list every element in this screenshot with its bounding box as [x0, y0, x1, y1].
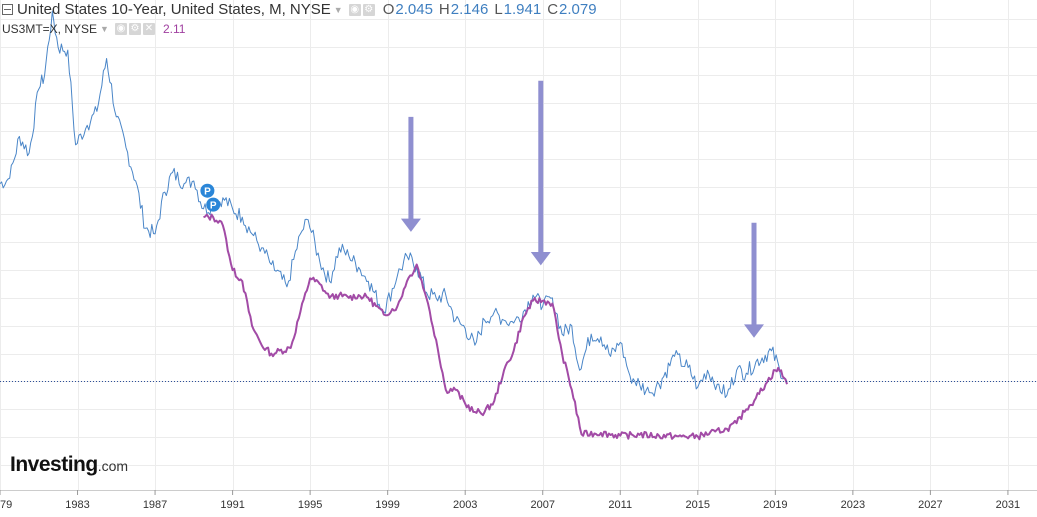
investing-logo: Investing.com: [10, 453, 128, 477]
settings-icon[interactable]: ⚙: [128, 23, 141, 35]
series-layer: [0, 10, 788, 441]
down-arrow-head: [400, 218, 421, 232]
marker-dot: [200, 183, 215, 198]
chevron-down-icon[interactable]: ▼: [333, 4, 343, 15]
series-line-us10y: [0, 10, 788, 398]
x-tick-label: 2015: [686, 499, 710, 511]
x-tick-label: 1987: [143, 499, 167, 511]
x-tick-label: 2023: [841, 499, 865, 511]
series-line-us3m: [203, 213, 788, 441]
main-series-legend: United States 10-Year, United States, M,…: [2, 1, 597, 18]
open-label: O: [382, 1, 395, 18]
x-tick-label: 2007: [530, 499, 554, 511]
down-arrow-head: [530, 251, 551, 266]
high-value: 2.146: [450, 1, 489, 18]
close-icon[interactable]: ✕: [142, 23, 155, 35]
low-label: L: [494, 1, 503, 18]
down-arrow-head: [744, 324, 765, 338]
x-axis: 1979 1983 1987 1991 1995 1999 2003 2007 2011 2015…: [0, 490, 1037, 511]
annotation-layer: PP: [0, 80, 1037, 382]
x-tick-label: 1983: [65, 499, 89, 511]
marker-label: P: [204, 187, 211, 198]
x-tick-label: 2003: [453, 499, 477, 511]
close-value: 2.079: [559, 1, 597, 18]
x-tick-label: 2019: [763, 499, 787, 511]
close-label: C: [547, 1, 559, 18]
x-tick-label: 2011: [608, 499, 632, 511]
compare-series-value: 2.11: [162, 22, 186, 36]
grid: [0, 0, 1037, 490]
brand-domain: .com: [97, 458, 129, 474]
compare-series-name[interactable]: US3MT=X, NYSE: [2, 22, 98, 36]
marker-dot: [206, 197, 221, 212]
x-tick-label: 1999: [375, 499, 399, 511]
eye-icon[interactable]: ◉: [114, 23, 127, 35]
brand-name: Investing: [10, 453, 98, 476]
collapse-icon[interactable]: [2, 4, 13, 15]
compare-series-legend: US3MT=X, NYSE ▼ ◉ ⚙ ✕ 2.11: [2, 22, 185, 36]
x-tick-label: 2031: [996, 499, 1020, 511]
main-series-title[interactable]: United States 10-Year, United States, M,…: [17, 1, 331, 18]
chevron-down-icon[interactable]: ▼: [100, 24, 109, 34]
x-tick-label: 1991: [220, 499, 244, 511]
high-label: H: [438, 1, 450, 18]
x-tick-label: 1995: [298, 499, 322, 511]
eye-icon[interactable]: ◉: [348, 3, 361, 16]
open-value: 2.045: [395, 1, 433, 18]
x-tick-label: 2027: [918, 499, 942, 511]
low-value: 1.941: [503, 1, 542, 18]
settings-icon[interactable]: ⚙: [362, 3, 375, 16]
x-tick-label: 1979: [0, 499, 12, 511]
marker-label: P: [210, 201, 217, 212]
